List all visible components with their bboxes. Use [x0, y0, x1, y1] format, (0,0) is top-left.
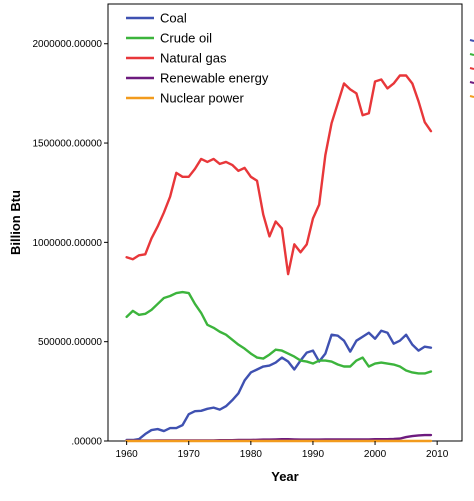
y-axis-title: Billion Btu — [8, 190, 23, 255]
legend: Coal Crude oil Natural gas Renewable energy… — [126, 11, 269, 106]
clipped-legend-marker — [469, 39, 474, 42]
x-tick-label: 1980 — [240, 449, 263, 460]
legend-label-coal: Coal — [160, 11, 187, 26]
legend-label-crude-oil: Crude oil — [160, 31, 212, 46]
x-tick-label: 1990 — [302, 449, 325, 460]
clipped-legend-marker — [469, 53, 474, 56]
series-line-coal — [125, 329, 433, 442]
series-lines — [125, 74, 433, 443]
y-axis: .00000 500000.00000 1000000.00000 1500000.0… — [32, 39, 108, 448]
legend-label-renewable-energy: Renewable energy — [160, 71, 269, 86]
x-tick-label: 1960 — [116, 449, 139, 460]
x-tick-label: 1970 — [178, 449, 201, 460]
clipped-legend-marker — [469, 67, 474, 70]
legend-label-nuclear-power: Nuclear power — [160, 91, 244, 106]
clipped-legend-marker — [469, 95, 474, 98]
y-tick-label: 500000.00000 — [38, 337, 102, 348]
legend-label-natural-gas: Natural gas — [160, 51, 227, 66]
series-line-crude-oil — [125, 290, 433, 375]
x-tick-label: 2010 — [426, 449, 449, 460]
series-line-natural-gas — [125, 74, 433, 276]
clipped-legend-marker — [469, 81, 474, 84]
x-axis: 1960 1970 1980 1990 2000 2010 — [116, 441, 449, 460]
x-tick-label: 2000 — [364, 449, 387, 460]
y-tick-label: 1000000.00000 — [32, 238, 102, 249]
y-tick-label: 2000000.00000 — [32, 39, 102, 50]
y-tick-label: .00000 — [71, 437, 102, 448]
legend-overflow-markers — [469, 39, 474, 98]
x-axis-title: Year — [271, 469, 298, 484]
y-tick-label: 1500000.00000 — [32, 139, 102, 150]
